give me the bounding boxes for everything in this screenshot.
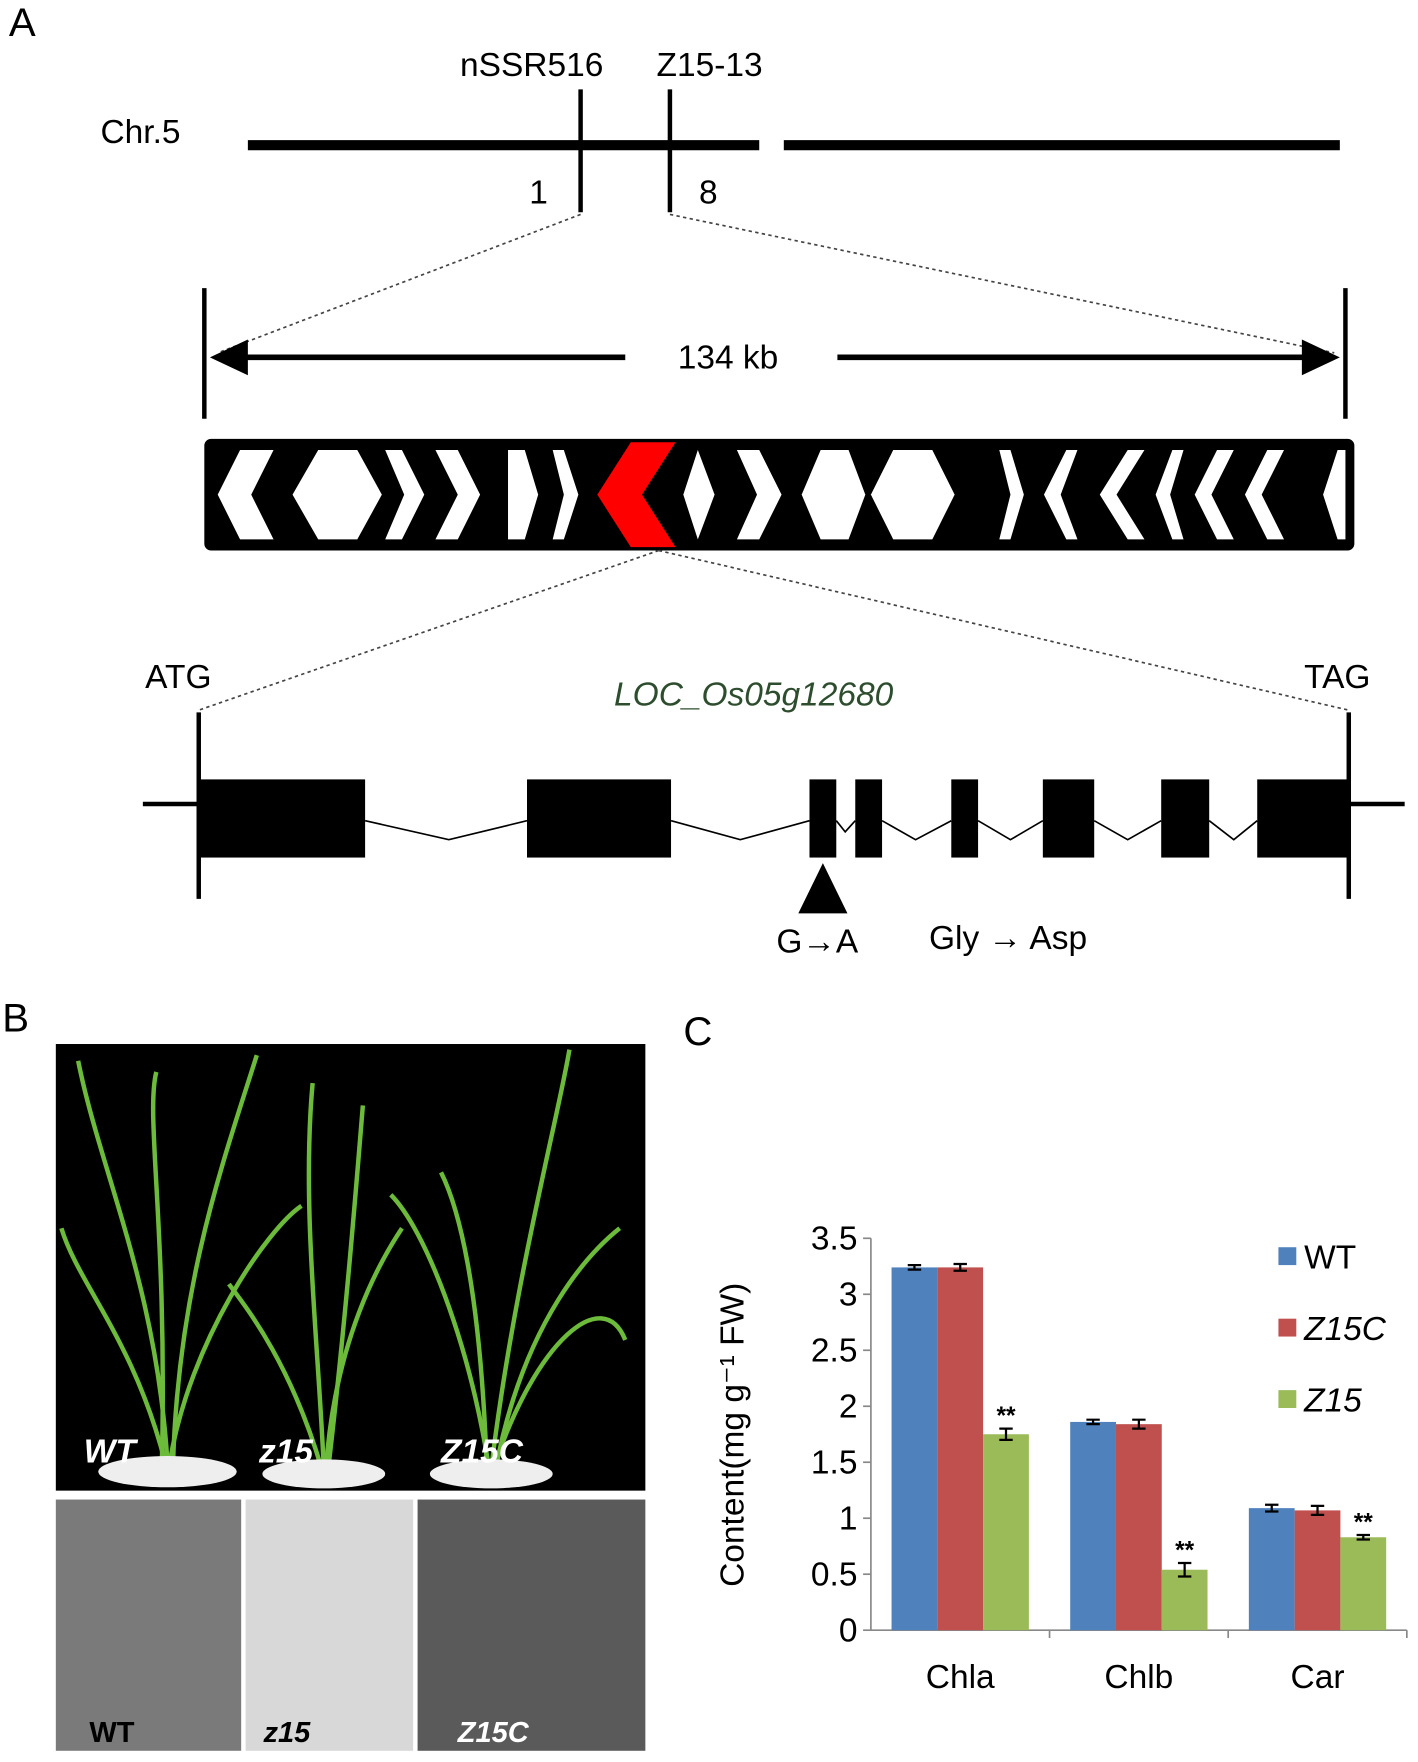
error-bar — [1310, 1504, 1325, 1516]
error-bar — [907, 1264, 922, 1271]
plant-label: Z15C — [440, 1434, 524, 1471]
interval-label: 134 kb — [678, 340, 779, 377]
legend-swatch — [1278, 1247, 1297, 1266]
arrow-head — [209, 339, 248, 376]
intron — [1093, 819, 1162, 841]
bar — [1294, 1510, 1341, 1631]
panel-label: C — [683, 1009, 712, 1054]
plant-label: WT — [84, 1434, 139, 1471]
significance-label: ** — [1175, 1538, 1195, 1565]
error-bar — [1132, 1418, 1146, 1430]
section-image — [55, 1499, 242, 1751]
y-tick-label: 0 — [839, 1612, 858, 1649]
codon-label: TAG — [1304, 659, 1370, 696]
plant-label: z15 — [258, 1434, 314, 1471]
mutation-label: G→A — [776, 923, 859, 960]
chromosome-label: Chr.5 — [100, 114, 180, 151]
gene-arrows — [217, 450, 1346, 540]
legend-swatch — [1278, 1318, 1297, 1337]
marker-label: Z15-13 — [657, 47, 763, 84]
legend-label: WT — [1304, 1239, 1356, 1276]
section-label: Z15C — [457, 1717, 530, 1749]
bar — [1161, 1569, 1208, 1631]
significance-label: ** — [1354, 1510, 1374, 1537]
panel-label: A — [9, 0, 36, 45]
y-tick-label: 1 — [839, 1500, 858, 1537]
bar — [937, 1267, 984, 1631]
error-bar — [1086, 1418, 1100, 1426]
section-label: WT — [89, 1717, 134, 1749]
recombinant-count: 1 — [529, 174, 548, 211]
x-tick-label: Chla — [926, 1659, 995, 1696]
intron — [977, 819, 1044, 841]
y-tick-label: 2 — [839, 1388, 858, 1425]
exons — [198, 779, 1349, 858]
intron — [670, 819, 810, 841]
recombinant-count: 8 — [699, 174, 718, 211]
codon-label: ATG — [145, 659, 211, 696]
y-axis-title: Content(mg g⁻¹ FW) — [715, 1283, 752, 1587]
panel-label: B — [2, 996, 29, 1041]
bar — [1248, 1508, 1295, 1631]
arrow-head — [1301, 339, 1340, 376]
pots — [98, 1456, 553, 1489]
zoom-line — [198, 549, 660, 711]
y-tick-label: 0.5 — [811, 1556, 858, 1593]
intron — [1208, 820, 1258, 841]
x-tick-label: Chlb — [1104, 1659, 1173, 1696]
y-tick-label: 3.5 — [811, 1220, 858, 1257]
substitution-label: Gly → Asp — [929, 920, 1087, 957]
section-label: z15 — [263, 1717, 312, 1749]
error-bar — [1356, 1533, 1370, 1541]
y-tick-label: 2.5 — [811, 1332, 858, 1369]
zoom-line — [669, 213, 1335, 354]
error-bar — [999, 1427, 1013, 1441]
error-bar — [1265, 1503, 1279, 1513]
error-bar — [953, 1262, 967, 1272]
bar — [1340, 1537, 1387, 1631]
x-tick-label: Car — [1291, 1659, 1345, 1696]
legend-label: Z15 — [1303, 1382, 1362, 1419]
y-tick-label: 1.5 — [811, 1444, 858, 1481]
zoom-line — [658, 549, 1349, 711]
bar — [983, 1434, 1029, 1631]
error-bar — [1177, 1561, 1192, 1578]
target-gene — [597, 442, 676, 548]
bar — [1115, 1424, 1162, 1631]
marker-label: nSSR516 — [460, 47, 603, 84]
gene-name: LOC_Os05g12680 — [614, 677, 894, 714]
intron — [835, 820, 856, 834]
bar — [891, 1267, 938, 1631]
intron — [881, 819, 952, 841]
legend-label: Z15C — [1303, 1311, 1387, 1348]
intron — [364, 819, 528, 841]
zoom-line — [217, 213, 581, 354]
significance-label: ** — [996, 1403, 1016, 1430]
section-image — [245, 1499, 414, 1751]
mutation-site — [798, 863, 848, 914]
legend-swatch — [1278, 1390, 1297, 1409]
plants — [59, 1049, 628, 1469]
y-tick-label: 3 — [839, 1276, 858, 1313]
bar — [1070, 1421, 1116, 1631]
section-image — [417, 1499, 646, 1751]
